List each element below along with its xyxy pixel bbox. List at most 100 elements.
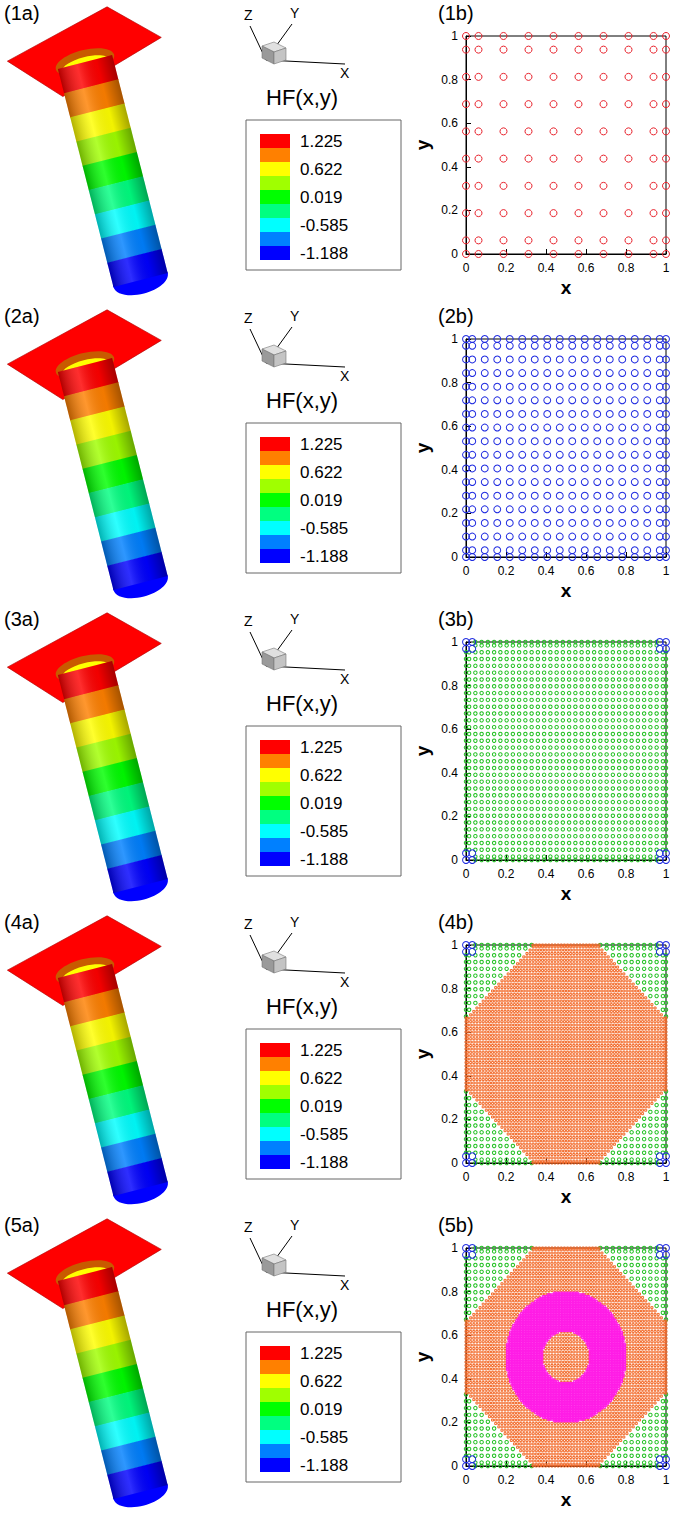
- svg-text:1.225: 1.225: [300, 738, 343, 757]
- svg-text:(4a): (4a): [4, 911, 40, 933]
- svg-text:0.2: 0.2: [441, 809, 458, 823]
- svg-text:1: 1: [451, 332, 458, 346]
- svg-text:0.6: 0.6: [578, 261, 595, 275]
- svg-text:0.4: 0.4: [441, 766, 458, 780]
- svg-text:0: 0: [451, 1156, 458, 1170]
- svg-text:0.2: 0.2: [498, 1473, 515, 1487]
- svg-text:Y: Y: [290, 611, 300, 627]
- svg-text:0.622: 0.622: [300, 463, 343, 482]
- svg-text:0.8: 0.8: [618, 261, 635, 275]
- svg-text:HF(x,y): HF(x,y): [266, 994, 338, 1019]
- svg-text:0.622: 0.622: [300, 160, 343, 179]
- svg-text:-1.188: -1.188: [300, 244, 348, 263]
- svg-text:0.019: 0.019: [300, 794, 343, 813]
- svg-text:HF(x,y): HF(x,y): [266, 691, 338, 716]
- svg-text:y: y: [412, 745, 433, 756]
- svg-text:0.4: 0.4: [441, 1069, 458, 1083]
- svg-text:Z: Z: [244, 7, 253, 23]
- svg-text:-0.585: -0.585: [300, 1428, 348, 1447]
- svg-text:Y: Y: [290, 1217, 300, 1233]
- svg-text:0: 0: [451, 853, 458, 867]
- svg-text:x: x: [561, 1186, 572, 1207]
- svg-text:-0.585: -0.585: [300, 1125, 348, 1144]
- svg-text:(5a): (5a): [4, 1214, 40, 1236]
- svg-text:1: 1: [663, 564, 670, 578]
- svg-text:0: 0: [451, 247, 458, 261]
- svg-text:1: 1: [451, 635, 458, 649]
- svg-text:0.6: 0.6: [578, 564, 595, 578]
- svg-text:0.2: 0.2: [498, 564, 515, 578]
- svg-text:(4b): (4b): [438, 911, 474, 933]
- svg-text:Z: Z: [244, 916, 253, 932]
- svg-text:1: 1: [451, 1241, 458, 1255]
- svg-text:1: 1: [663, 261, 670, 275]
- svg-text:0.6: 0.6: [441, 1025, 458, 1039]
- svg-text:-1.188: -1.188: [300, 850, 348, 869]
- svg-text:(5b): (5b): [438, 1214, 474, 1236]
- svg-text:y: y: [412, 1048, 433, 1059]
- svg-text:0: 0: [463, 1473, 470, 1487]
- svg-text:0.4: 0.4: [441, 463, 458, 477]
- svg-text:1: 1: [663, 1170, 670, 1184]
- svg-text:y: y: [412, 139, 433, 150]
- svg-text:0.622: 0.622: [300, 766, 343, 785]
- svg-text:Y: Y: [290, 5, 300, 21]
- svg-text:-1.188: -1.188: [300, 1153, 348, 1172]
- svg-text:HF(x,y): HF(x,y): [266, 1297, 338, 1322]
- svg-text:1.225: 1.225: [300, 1041, 343, 1060]
- svg-text:X: X: [340, 1277, 350, 1293]
- svg-text:0.8: 0.8: [441, 982, 458, 996]
- svg-text:1: 1: [451, 29, 458, 43]
- svg-text:(3b): (3b): [438, 608, 474, 630]
- svg-text:0.019: 0.019: [300, 188, 343, 207]
- svg-text:0.8: 0.8: [441, 376, 458, 390]
- svg-text:0.6: 0.6: [578, 867, 595, 881]
- svg-text:Z: Z: [244, 310, 253, 326]
- svg-text:0.6: 0.6: [578, 1170, 595, 1184]
- svg-text:0.019: 0.019: [300, 491, 343, 510]
- svg-text:0.2: 0.2: [441, 203, 458, 217]
- svg-text:0: 0: [451, 550, 458, 564]
- svg-text:0.4: 0.4: [538, 564, 555, 578]
- svg-text:Y: Y: [290, 308, 300, 324]
- svg-text:0.019: 0.019: [300, 1400, 343, 1419]
- svg-text:HF(x,y): HF(x,y): [266, 388, 338, 413]
- svg-text:0.4: 0.4: [538, 1170, 555, 1184]
- svg-text:x: x: [561, 883, 572, 904]
- svg-text:X: X: [340, 368, 350, 384]
- svg-text:0: 0: [463, 1170, 470, 1184]
- svg-text:0.6: 0.6: [441, 722, 458, 736]
- svg-text:-0.585: -0.585: [300, 216, 348, 235]
- svg-text:-1.188: -1.188: [300, 547, 348, 566]
- svg-text:0.2: 0.2: [441, 1415, 458, 1429]
- svg-text:0.2: 0.2: [441, 1112, 458, 1126]
- svg-text:1.225: 1.225: [300, 1344, 343, 1363]
- svg-text:1.225: 1.225: [300, 132, 343, 151]
- svg-text:-0.585: -0.585: [300, 822, 348, 841]
- svg-text:0.4: 0.4: [441, 160, 458, 174]
- svg-text:1: 1: [663, 1473, 670, 1487]
- svg-text:0.6: 0.6: [578, 1473, 595, 1487]
- svg-text:(1b): (1b): [438, 2, 474, 24]
- svg-text:x: x: [561, 277, 572, 298]
- svg-text:x: x: [561, 580, 572, 601]
- svg-text:0.8: 0.8: [441, 73, 458, 87]
- svg-text:0.2: 0.2: [498, 261, 515, 275]
- svg-text:0: 0: [451, 1459, 458, 1473]
- svg-text:0.6: 0.6: [441, 419, 458, 433]
- svg-text:0.8: 0.8: [441, 1285, 458, 1299]
- svg-text:0: 0: [463, 564, 470, 578]
- svg-text:0.8: 0.8: [618, 1473, 635, 1487]
- svg-text:0.8: 0.8: [441, 679, 458, 693]
- svg-text:(1a): (1a): [4, 2, 40, 24]
- svg-text:0.019: 0.019: [300, 1097, 343, 1116]
- svg-text:(2b): (2b): [438, 305, 474, 327]
- svg-text:y: y: [412, 1351, 433, 1362]
- svg-text:X: X: [340, 974, 350, 990]
- svg-text:0.2: 0.2: [498, 1170, 515, 1184]
- svg-text:1: 1: [451, 938, 458, 952]
- svg-text:0.4: 0.4: [538, 261, 555, 275]
- svg-text:HF(x,y): HF(x,y): [266, 85, 338, 110]
- svg-text:0.4: 0.4: [441, 1372, 458, 1386]
- svg-text:0.8: 0.8: [618, 867, 635, 881]
